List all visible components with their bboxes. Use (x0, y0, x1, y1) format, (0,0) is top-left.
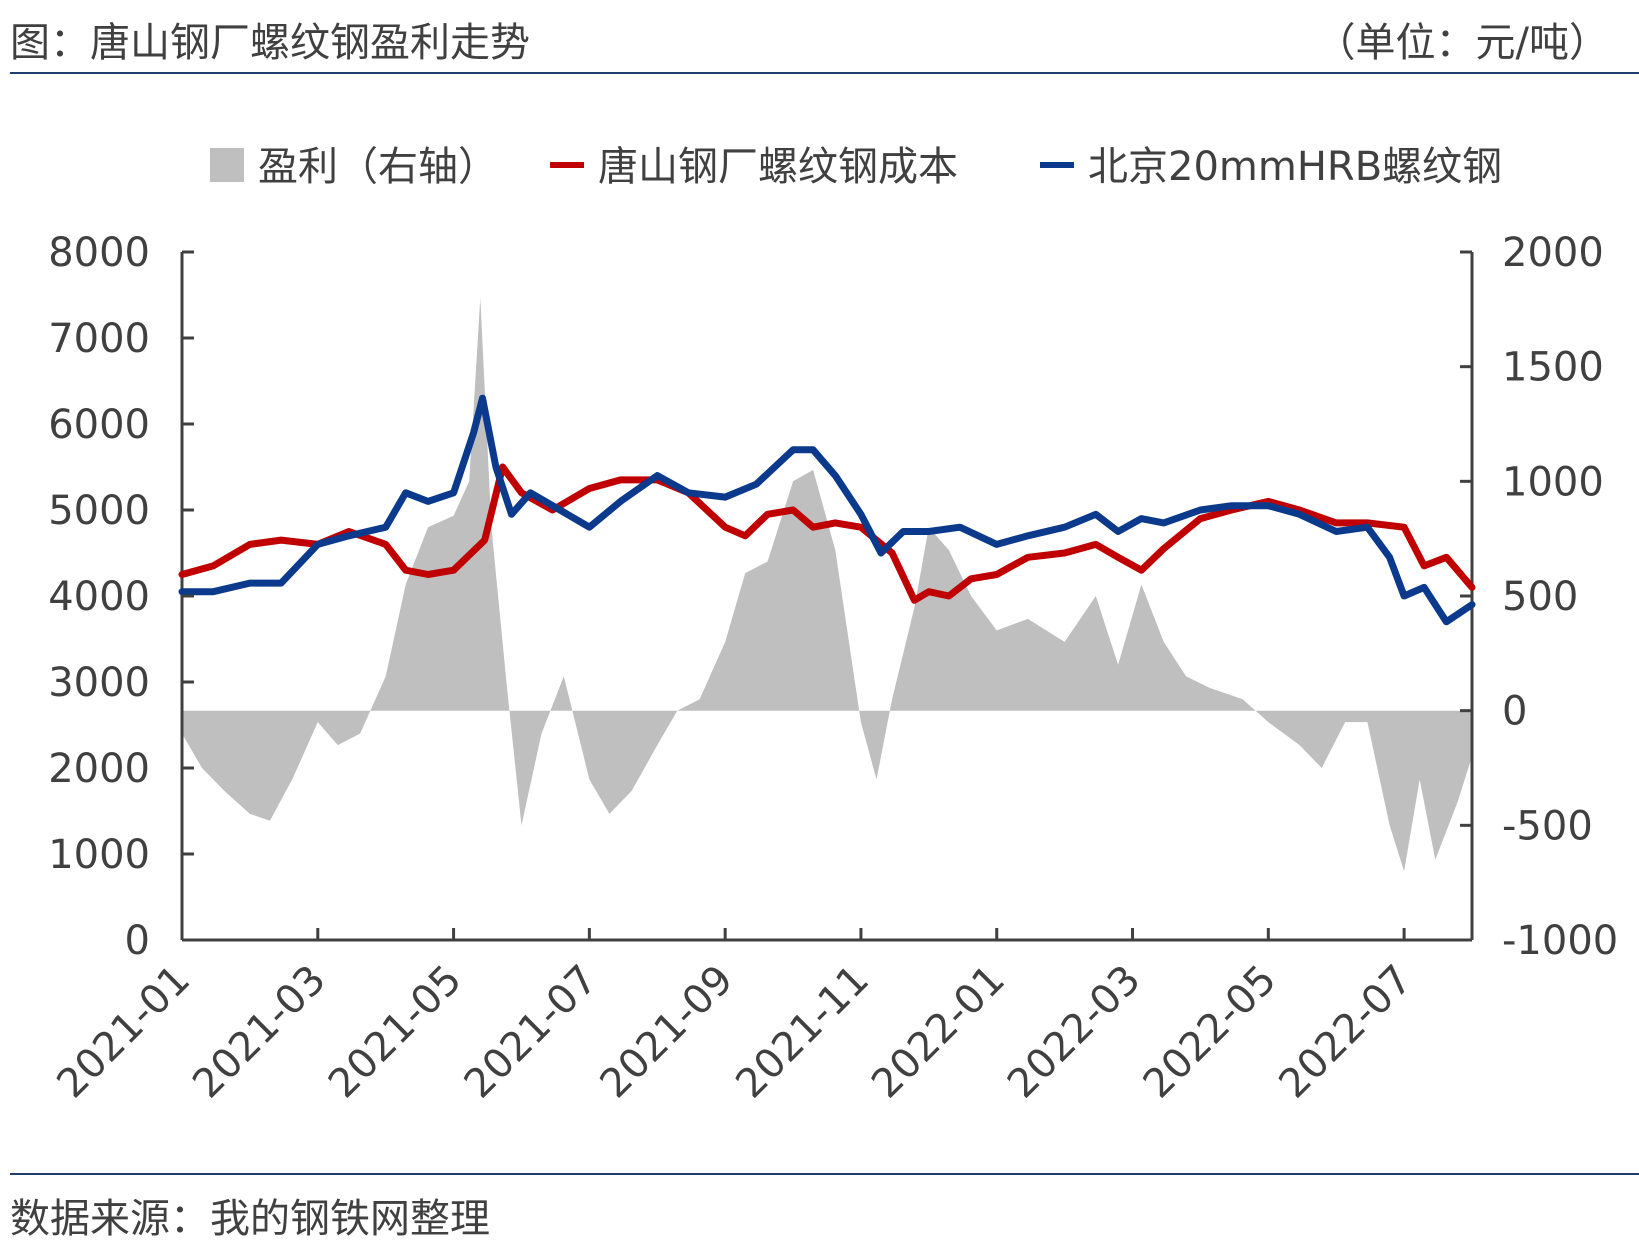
x-tick-label: 2022-07 (1270, 957, 1421, 1108)
left-tick-label: 0 (125, 918, 150, 964)
x-tick-label: 2022-05 (1135, 957, 1286, 1108)
price-line (178, 394, 1476, 626)
right-tick-label: 500 (1502, 574, 1578, 620)
left-tick-label: 8000 (48, 230, 150, 276)
x-tick-label: 2021-01 (48, 957, 199, 1108)
legend-label: 唐山钢厂螺纹钢成本 (598, 144, 958, 190)
profit-area-layer (182, 297, 1472, 872)
chart-area: 盈利（右轴） 唐山钢厂螺纹钢成本 北京20mmHRB螺纹钢 0 1000 2000 300… (48, 144, 1618, 1107)
source-note: 数据来源：我的钢铁网整理 (10, 1196, 490, 1242)
right-tick-label: 1000 (1502, 459, 1604, 505)
header-rule (10, 72, 1639, 74)
chart-title: 图：唐山钢厂螺纹钢盈利走势 (10, 20, 530, 66)
left-tick-label: 1000 (48, 832, 150, 878)
right-axis-ticks: -1000 -500 0 500 1000 1500 2000 (1460, 230, 1618, 964)
legend-label: 北京20mmHRB螺纹钢 (1088, 144, 1502, 190)
right-tick-label: -1000 (1502, 918, 1618, 964)
left-axis-ticks: 0 1000 2000 3000 4000 5000 6000 7000 8000 (48, 230, 194, 964)
x-tick-label: 2022-01 (863, 957, 1014, 1108)
x-axis-ticks: 2021-012021-032021-052021-072021-092021-… (48, 928, 1421, 1107)
right-tick-label: 1500 (1502, 345, 1604, 391)
x-tick-label: 2021-05 (320, 957, 471, 1108)
left-tick-label: 5000 (48, 488, 150, 534)
left-tick-label: 7000 (48, 316, 150, 362)
right-tick-label: 0 (1502, 689, 1527, 735)
legend-swatch-area (210, 148, 244, 182)
left-tick-label: 6000 (48, 402, 150, 448)
footer-rule (10, 1173, 1639, 1175)
profit-area (182, 297, 1472, 872)
legend-label: 盈利（右轴） (258, 144, 498, 190)
right-tick-label: 2000 (1502, 230, 1604, 276)
x-tick-label: 2021-07 (456, 957, 607, 1108)
left-tick-label: 3000 (48, 660, 150, 706)
x-tick-label: 2021-03 (184, 957, 335, 1108)
x-tick-label: 2022-03 (999, 957, 1150, 1108)
right-tick-label: -500 (1502, 803, 1593, 849)
left-tick-label: 2000 (48, 746, 150, 792)
legend: 盈利（右轴） 唐山钢厂螺纹钢成本 北京20mmHRB螺纹钢 (210, 144, 1502, 190)
x-tick-label: 2021-09 (592, 957, 743, 1108)
unit-label: （单位：元/吨） (1315, 20, 1609, 66)
line-layer (178, 394, 1476, 626)
left-tick-label: 4000 (48, 574, 150, 620)
x-tick-label: 2021-11 (727, 957, 878, 1108)
header: 图：唐山钢厂螺纹钢盈利走势 （单位：元/吨） (0, 0, 1639, 76)
